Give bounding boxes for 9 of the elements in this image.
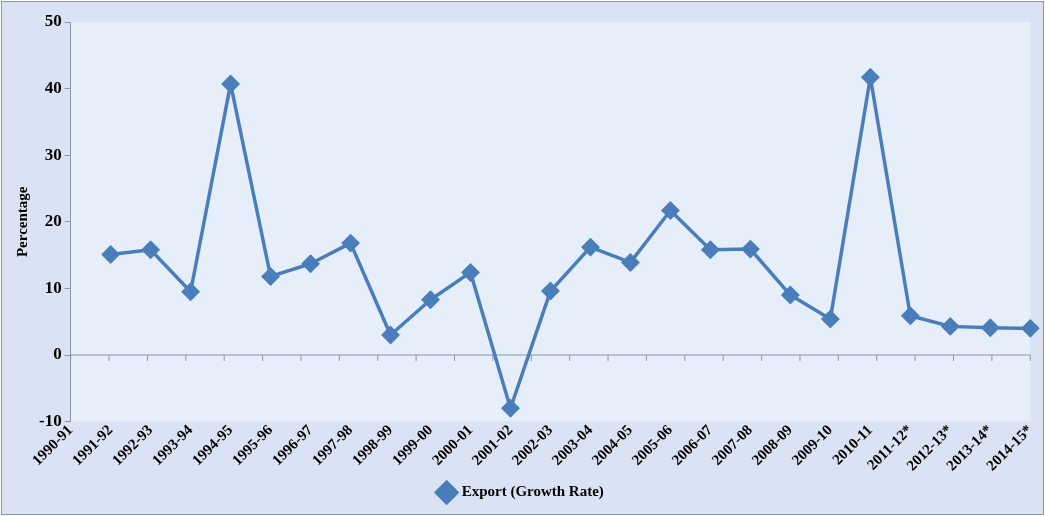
y-tick-label: 30 [44, 144, 62, 164]
legend-label: Export (Growth Rate) [461, 483, 604, 501]
y-tick-label: -10 [38, 411, 62, 431]
y-tick-label: 50 [44, 11, 62, 31]
y-tick-label: 0 [53, 344, 62, 364]
y-axis-title: Percentage [13, 186, 30, 258]
y-tick-label: 40 [44, 77, 62, 97]
y-tick-label: 10 [44, 277, 62, 297]
y-tick-label: 20 [44, 211, 62, 231]
